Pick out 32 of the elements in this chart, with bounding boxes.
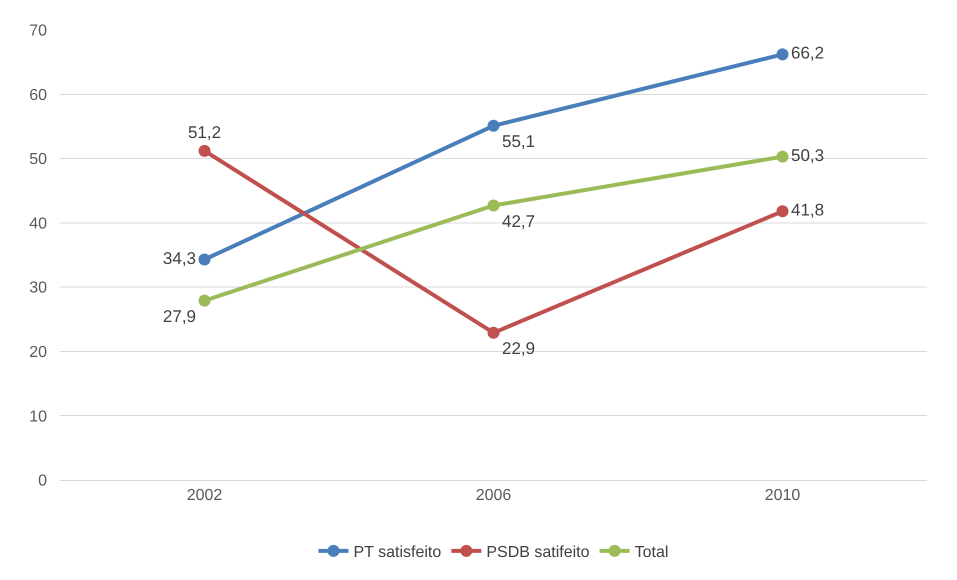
data-label: 50,3 xyxy=(791,146,824,165)
x-tick-label: 2002 xyxy=(186,487,222,504)
point xyxy=(776,48,788,60)
point xyxy=(198,294,210,307)
legend-label: PSDB satifeito xyxy=(486,544,590,562)
data-label: 27,9 xyxy=(162,306,196,326)
y-tick-label: 10 xyxy=(29,408,48,426)
legend-label: PT satisfeito xyxy=(354,544,442,562)
data-label: 55,1 xyxy=(502,132,536,152)
point xyxy=(776,150,788,163)
y-tick-label: 60 xyxy=(29,86,48,104)
data-label: 51,2 xyxy=(188,123,222,142)
y-tick-label: 40 xyxy=(29,215,48,232)
point xyxy=(776,205,788,218)
data-label: 42,7 xyxy=(502,212,536,231)
data-label: 22,9 xyxy=(502,339,536,358)
y-tick-label: 30 xyxy=(29,280,48,297)
point xyxy=(198,144,210,157)
y-tick-label: 20 xyxy=(29,344,48,362)
point xyxy=(488,120,500,132)
x-tick-label: 2010 xyxy=(764,487,800,504)
legend-label: Total xyxy=(634,544,668,562)
data-label: 41,8 xyxy=(791,200,824,220)
data-label: 34,3 xyxy=(162,248,196,268)
x-tick-label: 2006 xyxy=(476,487,512,504)
y-tick-label: 50 xyxy=(29,151,48,168)
y-tick-label: 70 xyxy=(29,22,48,40)
point xyxy=(488,326,500,339)
data-label: 66,2 xyxy=(791,44,824,63)
point xyxy=(488,200,500,212)
y-tick-label: 0 xyxy=(38,472,48,490)
point xyxy=(198,254,210,266)
